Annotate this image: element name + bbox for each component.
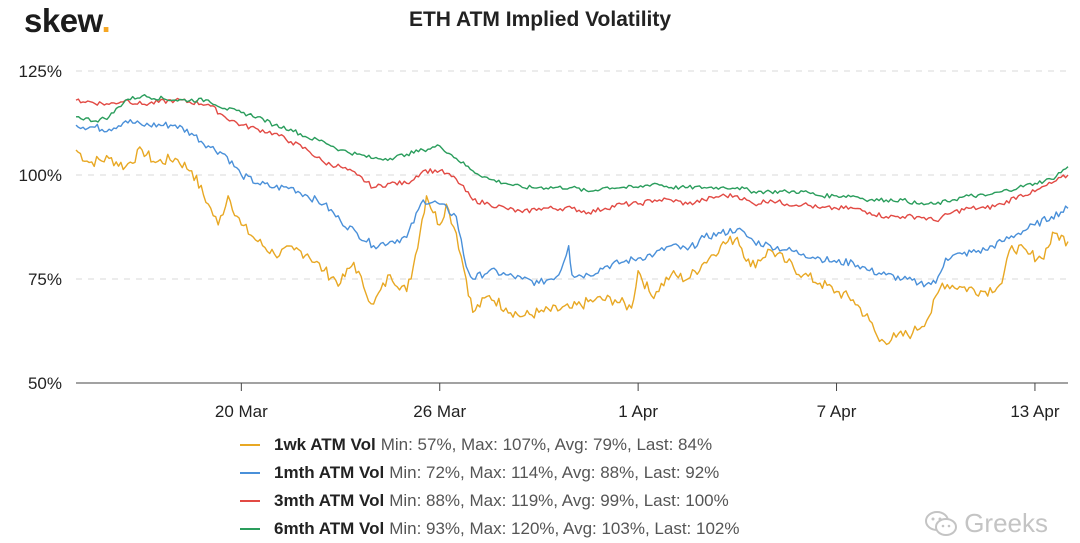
legend-stats: Min: 72%, Max: 114%, Avg: 88%, Last: 92% bbox=[389, 463, 720, 482]
legend-label: 3mth ATM Vol bbox=[274, 491, 385, 510]
legend-stats: Min: 88%, Max: 119%, Avg: 99%, Last: 100… bbox=[389, 491, 729, 510]
watermark: Greeks bbox=[924, 508, 1048, 539]
legend-item-1wk[interactable]: 1wk ATM Vol Min: 57%, Max: 107%, Avg: 79… bbox=[240, 431, 739, 459]
legend-item-6mth[interactable]: 6mth ATM Vol Min: 93%, Max: 120%, Avg: 1… bbox=[240, 515, 739, 543]
legend-label: 1wk ATM Vol bbox=[274, 435, 376, 454]
chart-plot-area: 125% 100% 75% 50% 20 Mar 26 Mar 1 Apr 7 Apr 13 A… bbox=[19, 62, 1069, 421]
series-line-1wk bbox=[75, 146, 1069, 346]
y-tick-label: 50% bbox=[28, 374, 62, 393]
series-line-1mth bbox=[75, 118, 1069, 288]
x-tick-label: 20 Mar bbox=[215, 402, 268, 421]
legend-label: 1mth ATM Vol bbox=[274, 463, 385, 482]
legend-swatch-1mth bbox=[240, 472, 260, 474]
x-tick-label: 1 Apr bbox=[618, 402, 658, 421]
series-line-6mth bbox=[75, 93, 1069, 206]
legend-label: 6mth ATM Vol bbox=[274, 519, 385, 538]
legend-item-3mth[interactable]: 3mth ATM Vol Min: 88%, Max: 119%, Avg: 9… bbox=[240, 487, 739, 515]
wechat-icon bbox=[925, 510, 958, 536]
y-tick-label: 125% bbox=[19, 62, 62, 81]
legend-item-1mth[interactable]: 1mth ATM Vol Min: 72%, Max: 114%, Avg: 8… bbox=[240, 459, 739, 487]
legend-swatch-6mth bbox=[240, 528, 260, 530]
legend-stats: Min: 57%, Max: 107%, Avg: 79%, Last: 84% bbox=[380, 435, 713, 454]
logo-text: skew bbox=[24, 2, 102, 39]
y-tick-label: 100% bbox=[19, 166, 62, 185]
x-tick-label: 13 Apr bbox=[1010, 402, 1059, 421]
legend-swatch-1wk bbox=[240, 444, 260, 446]
chart-title: ETH ATM Implied Volatility bbox=[408, 8, 672, 31]
skew-logo: skew. bbox=[24, 2, 111, 40]
watermark-text: Greeks bbox=[964, 508, 1048, 538]
y-tick-label: 75% bbox=[28, 270, 62, 289]
x-tick-label: 7 Apr bbox=[817, 402, 857, 421]
series-line-3mth bbox=[75, 97, 1069, 223]
legend-stats: Min: 93%, Max: 120%, Avg: 103%, Last: 10… bbox=[389, 519, 740, 538]
chart-legend: 1wk ATM Vol Min: 57%, Max: 107%, Avg: 79… bbox=[240, 431, 739, 543]
logo-dot: . bbox=[101, 2, 111, 39]
x-tick-label: 26 Mar bbox=[413, 402, 466, 421]
legend-swatch-3mth bbox=[240, 500, 260, 502]
